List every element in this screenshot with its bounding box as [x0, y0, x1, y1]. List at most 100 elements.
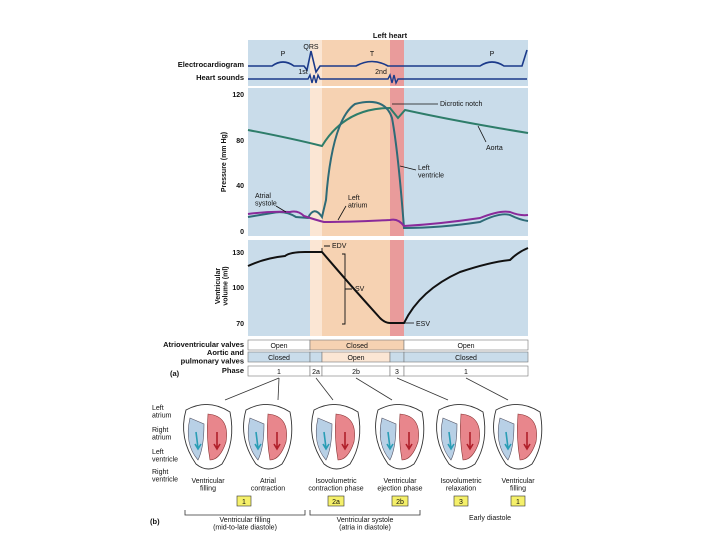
semilunar-cell-2a — [309, 351, 323, 363]
heart-sounds-row-label: Heart sounds — [196, 73, 244, 82]
blood-flow-arrow-icon — [386, 431, 394, 451]
blood-flow-arrow-icon — [447, 431, 455, 451]
semilunar-cell-3 — [389, 351, 405, 363]
left-atrium-label: Left atrium — [348, 195, 368, 210]
group-ventricular-filling: Ventricular filling (mid-to-late diastole… — [213, 517, 277, 532]
band-pressure-2b — [322, 88, 390, 236]
heart-illustrations — [183, 404, 543, 470]
blood-flow-arrow-icon — [341, 432, 349, 451]
av-state-3: Open — [457, 343, 474, 350]
caption-isovolumetric-relaxation: Isovolumetric relaxation — [440, 478, 482, 493]
heart-label-right-atrium: Right atrium — [152, 427, 172, 442]
part-b-label: (b) — [150, 517, 160, 526]
band-volume-3 — [390, 240, 404, 336]
blood-flow-arrow-icon — [322, 431, 330, 451]
bracket-ventricular-filling — [184, 510, 306, 516]
phase-value-2b: 2b — [352, 369, 360, 376]
ecg-row-label: Electrocardiogram — [178, 60, 245, 69]
aorta-label: Aorta — [486, 145, 503, 152]
semilunar-valves-label: Aortic and pulmonary valves — [181, 348, 245, 365]
esv-label: ESV — [416, 321, 430, 328]
band-volume-2b — [322, 240, 390, 336]
semilunar-state-2: Open — [347, 355, 364, 362]
heart-label-right-ventricle: Right ventricle — [152, 469, 178, 484]
blood-flow-arrow-icon — [466, 432, 474, 451]
av-state-1: Open — [270, 343, 287, 350]
caption-ventricular-filling-2: Ventricular filling — [501, 478, 535, 493]
phase-box-2a — [327, 495, 345, 507]
ecg-wave-p2: P — [490, 51, 495, 58]
left-atrium-pressure-curve — [247, 210, 529, 228]
phase-box-text-1b: 1 — [516, 499, 520, 506]
phase-box-2b — [391, 495, 409, 507]
volume-tick-100: 100 — [232, 285, 244, 292]
atrial-systole-label: Atrial systole — [255, 193, 277, 208]
left-ventricle-pressure-curve — [247, 100, 529, 230]
pressure-tick-40: 40 — [236, 183, 244, 190]
edv-marker — [321, 245, 330, 252]
phase-cell-4 — [403, 365, 529, 377]
blood-flow-arrow-icon — [504, 431, 512, 451]
left-ventricle-label: Left ventricle — [418, 165, 444, 180]
heart-isovolumetric-relaxation — [436, 404, 486, 470]
av-state-2: Closed — [346, 343, 368, 350]
phase-value-1: 1 — [277, 369, 281, 376]
phase-boxes: 1 2a 2b 3 1 — [236, 495, 526, 507]
aorta-pressure-curve — [247, 106, 529, 148]
blood-flow-arrow-icon — [273, 432, 281, 451]
dicrotic-notch-label: Dicrotic notch — [440, 101, 483, 108]
edv-label: EDV — [332, 243, 347, 250]
heart-atrial-contraction — [243, 404, 293, 470]
semilunar-state-1: Closed — [268, 355, 290, 362]
pressure-axis-label: Pressure (mm Hg) — [221, 132, 228, 192]
blood-flow-arrow-icon — [254, 431, 262, 451]
band-pressure-2a — [310, 88, 322, 236]
pressure-tick-0: 0 — [240, 229, 244, 236]
phase-box-text-1a: 1 — [242, 499, 246, 506]
blood-flow-arrow-icon — [523, 432, 531, 451]
phase-value-3: 3 — [395, 369, 399, 376]
phase-value-2a: 2a — [312, 369, 320, 376]
pressure-tick-120: 120 — [232, 92, 244, 99]
heart-isovolumetric-contraction — [311, 404, 361, 470]
sv-label: SV — [355, 286, 365, 293]
heart-ventricular-filling-1 — [183, 404, 233, 470]
left-atrium-leader — [337, 205, 347, 221]
phase-box-text-2a: 2a — [332, 499, 340, 506]
sv-bracket — [342, 253, 352, 325]
av-cell-3 — [403, 339, 529, 351]
atrial-systole-leader — [275, 205, 287, 213]
blood-flow-arrow-icon — [213, 432, 221, 451]
bracket-ventricular-systole — [309, 510, 421, 516]
band-ecg-3 — [390, 40, 404, 86]
phase-row-label: Phase — [222, 366, 244, 375]
phase-box-3 — [453, 495, 469, 507]
figure-title: Left heart — [373, 31, 408, 40]
blood-flow-arrow-icon — [405, 432, 413, 451]
volume-tick-70: 70 — [236, 321, 244, 328]
phase-box-text-2b: 2b — [396, 499, 404, 506]
caption-atrial-contraction: Atrial contraction — [251, 478, 285, 493]
aorta-leader — [477, 125, 487, 143]
blood-flow-arrow-icon — [194, 431, 202, 451]
heart-ventricular-filling-2 — [493, 404, 543, 470]
group-early-diastole: Early diastole — [469, 515, 511, 522]
ecg-wave-p1: P — [281, 51, 286, 58]
ecg-wave-t: T — [370, 51, 375, 58]
phase-to-heart-leaders — [224, 377, 509, 401]
volume-tick-130: 130 — [232, 250, 244, 257]
phase-box-1b — [510, 495, 526, 507]
band-ecg-2a — [310, 40, 322, 86]
ecg-wave-qrs: QRS — [303, 44, 319, 51]
heart-sounds-trace — [248, 72, 527, 86]
part-a-label: (a) — [170, 369, 180, 378]
caption-isovolumetric-contraction: Isovolumetric contraction phase — [308, 478, 363, 493]
phase-value-4: 1 — [464, 369, 468, 376]
phase-box-1a — [236, 495, 252, 507]
band-volume-2a — [310, 240, 322, 336]
phase-box-text-3: 3 — [459, 499, 463, 506]
group-ventricular-systole: Ventricular systole (atria in diastole) — [337, 517, 394, 532]
heart-sound-1st: 1st — [298, 69, 307, 76]
phase-bands — [248, 40, 528, 336]
